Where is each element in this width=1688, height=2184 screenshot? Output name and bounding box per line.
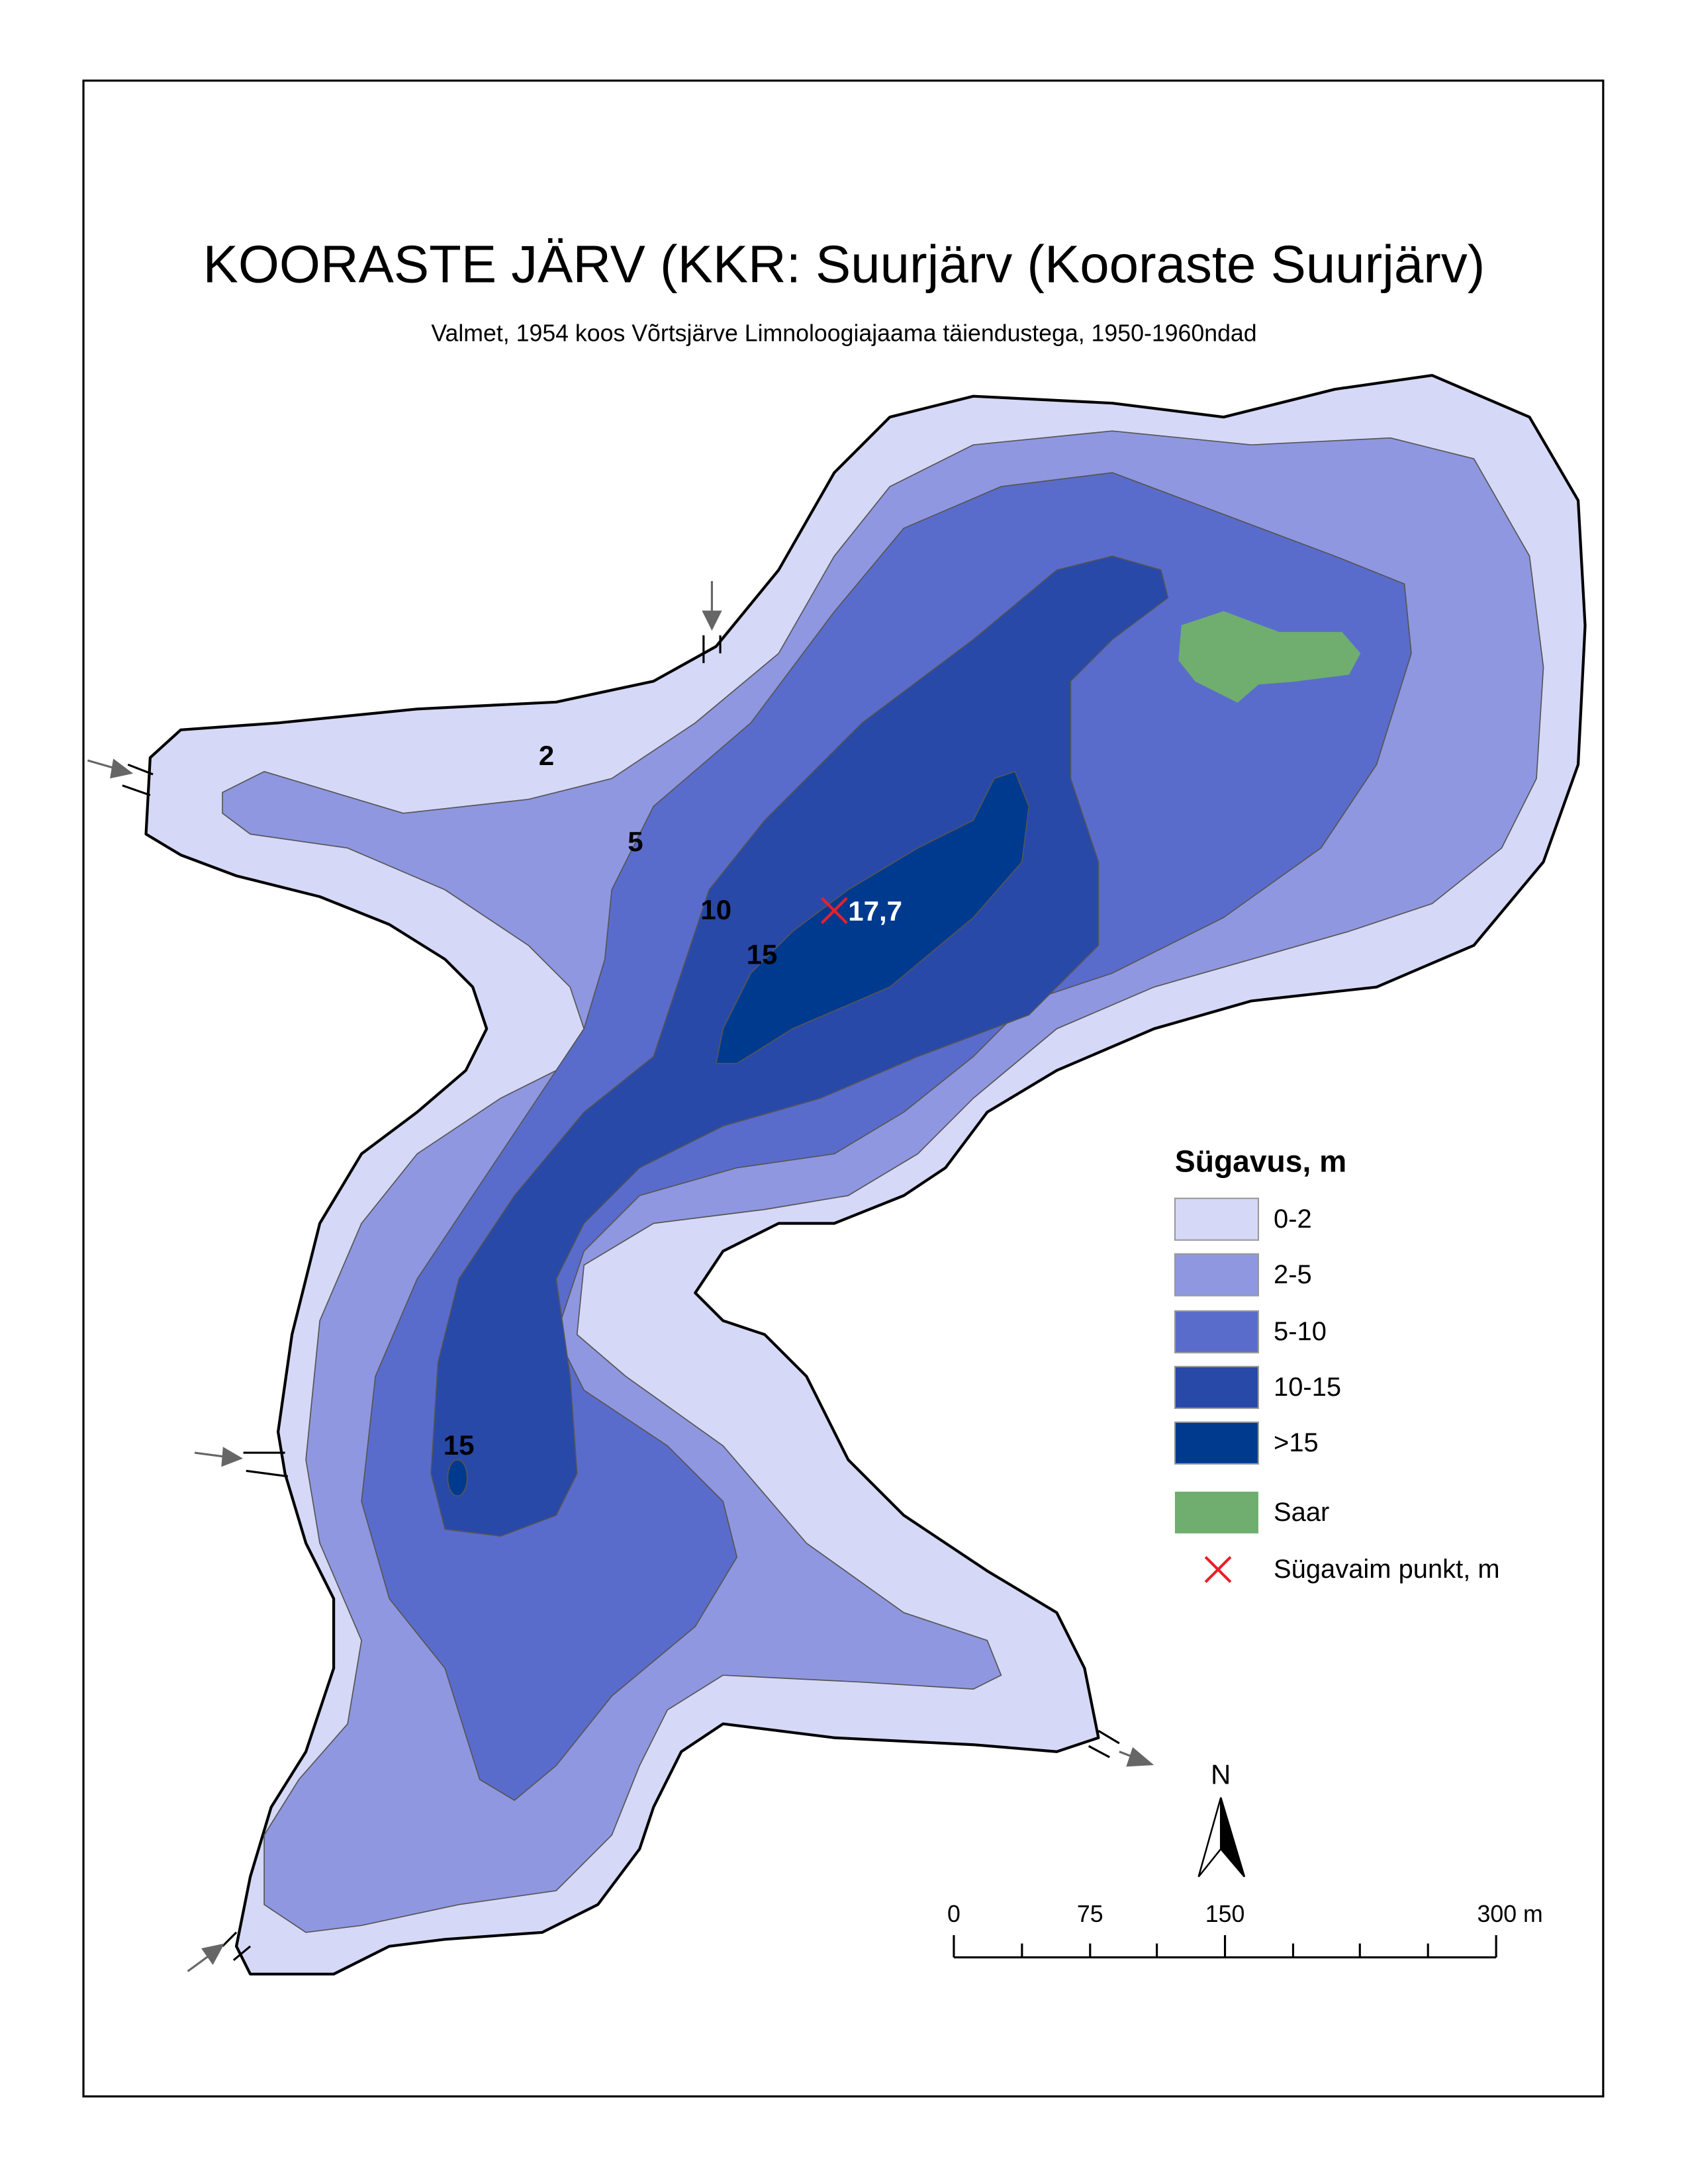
legend-swatch [1174,1421,1259,1465]
contour-label: 15 [747,938,778,970]
legend-label: 0-2 [1274,1205,1312,1234]
scale-label: 300 m [1477,1901,1543,1927]
legend-label: >15 [1274,1428,1319,1457]
north-label: N [1211,1759,1231,1790]
inflow-outflow-marks [122,635,1120,1962]
scale-labels: 0 75 150 300 m [947,1901,1543,1927]
depth-zone-over-15 [715,770,1030,1064]
contour-label: 2 [539,740,554,771]
scale-bar [953,1934,1497,1959]
legend-swatch [1174,1310,1259,1353]
legend: Sügavus, m 0-2 2-5 5-10 10-15 >15 Saar S… [1174,1144,1500,1584]
legend-label: Saar [1274,1498,1329,1527]
legend-swatch [1174,1491,1258,1533]
depth-zone-5-10 [361,472,1412,1801]
legend-swatch [1174,1197,1259,1241]
north-arrow: N [1197,1759,1246,1878]
scale-label: 150 [1205,1901,1245,1927]
depth-zone-over-15 [447,1459,468,1497]
scale-label: 75 [1077,1901,1103,1927]
flow-arrows [87,581,1154,1972]
contour-label: 10 [700,894,731,925]
legend-swatch [1174,1365,1259,1409]
legend-label: 2-5 [1274,1260,1312,1289]
contour-labels: 2 5 10 15 15 [444,740,778,1461]
lake [144,374,1587,1976]
legend-label: 5-10 [1274,1317,1327,1346]
frame [82,79,1605,2098]
deepest-point-label: 17,7 [848,895,902,927]
scale-label: 0 [947,1901,961,1927]
deepest-point-marker [820,897,848,925]
legend-label: Sügavaim punkt, m [1274,1555,1500,1584]
contour-label: 15 [444,1430,475,1461]
contour-label: 5 [628,826,643,857]
subtitle: Valmet, 1954 koos Võrtsjärve Limnoloogia… [431,320,1256,347]
north-arrow-half [1219,1797,1246,1878]
island [1178,611,1361,703]
legend-label: 10-15 [1274,1373,1341,1402]
legend-marker [1204,1556,1232,1583]
legend-title: Sügavus, m [1175,1144,1346,1178]
title: KOORASTE JÄRV (KKR: Suurjärv (Kooraste S… [203,234,1485,293]
legend-swatch [1174,1253,1259,1297]
